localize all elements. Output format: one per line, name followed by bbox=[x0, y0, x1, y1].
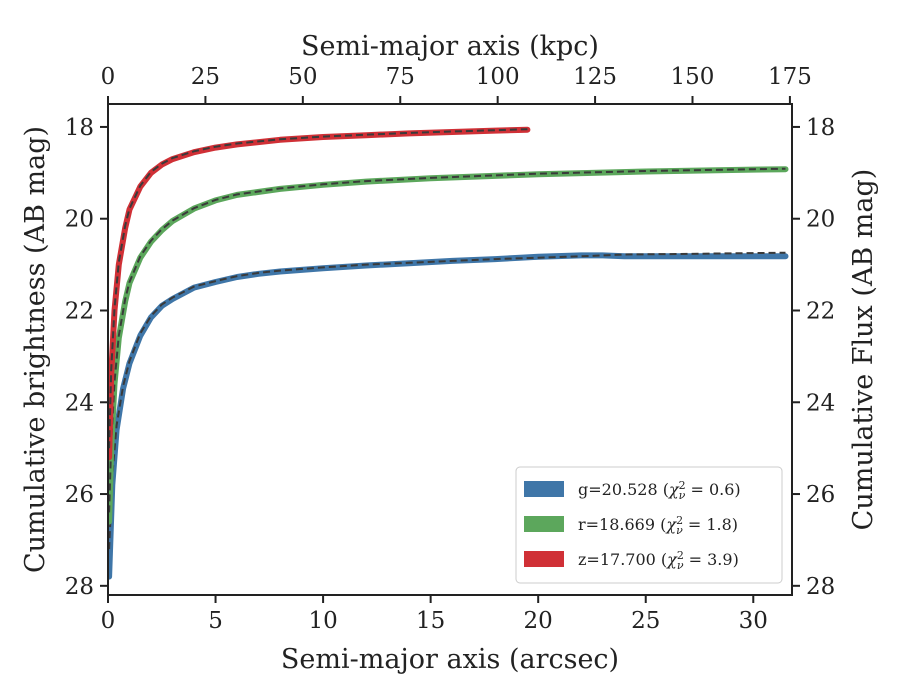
y-axis-right-label: Cumulative Flux (AB mag) bbox=[848, 169, 879, 531]
y-tick-label-left: 26 bbox=[65, 482, 94, 508]
series-g-model-line bbox=[108, 251, 786, 550]
x-tick-label-bottom: 0 bbox=[101, 608, 116, 634]
x-tick-label-top: 100 bbox=[476, 64, 520, 90]
x-axis-bottom-label: Semi-major axis (arcsec) bbox=[281, 644, 619, 675]
legend-box bbox=[515, 466, 783, 584]
legend-swatch-r bbox=[524, 516, 564, 532]
legend-swatch-z bbox=[524, 551, 564, 567]
curves-layer bbox=[108, 126, 789, 580]
x-tick-label-top: 50 bbox=[288, 64, 317, 90]
legend: g=20.528 (χ2 ν = 0.6) r=18.669 (χ2 ν = 1.8)… bbox=[515, 466, 783, 584]
x-tick-label-bottom: 25 bbox=[631, 608, 660, 634]
x-tick-label-bottom: 30 bbox=[739, 608, 768, 634]
x-tick-label-bottom: 15 bbox=[416, 608, 445, 634]
x-tick-label-top: 175 bbox=[768, 64, 812, 90]
x-tick-label-top: 0 bbox=[101, 64, 116, 90]
x-tick-label-top: 75 bbox=[386, 64, 415, 90]
legend-label-z: z=17.700 (χ2 ν = 3.9) bbox=[578, 549, 739, 573]
y-tick-label-right: 26 bbox=[806, 482, 835, 508]
x-tick-label-top: 150 bbox=[671, 64, 715, 90]
y-tick-label-right: 20 bbox=[806, 207, 835, 233]
x-tick-label-top: 25 bbox=[191, 64, 220, 90]
x-axis-top-label: Semi-major axis (kpc) bbox=[301, 31, 599, 62]
x-tick-label-bottom: 10 bbox=[308, 608, 337, 634]
y-tick-label-right: 28 bbox=[806, 574, 835, 600]
ticks-layer: 0 5 10 15 20 25 30 0 25 50 75 100 125 150 175 18 18 20 20 2… bbox=[65, 64, 836, 634]
x-tick-label-top: 125 bbox=[573, 64, 617, 90]
legend-label-g: g=20.528 (χ2 ν = 0.6) bbox=[578, 479, 741, 503]
y-tick-label-left: 24 bbox=[65, 390, 94, 416]
y-tick-label-right: 18 bbox=[806, 115, 835, 141]
y-axis-left-label: Cumulative brightness (AB mag) bbox=[20, 126, 51, 573]
y-tick-label-left: 28 bbox=[65, 574, 94, 600]
y-tick-label-left: 22 bbox=[65, 298, 94, 324]
series-z-model-line bbox=[108, 128, 528, 449]
y-tick-label-right: 22 bbox=[806, 298, 835, 324]
y-tick-label-left: 18 bbox=[65, 115, 94, 141]
legend-label-r: r=18.669 (χ2 ν = 1.8) bbox=[578, 514, 738, 538]
x-tick-label-bottom: 5 bbox=[208, 608, 223, 634]
x-tick-label-bottom: 20 bbox=[524, 608, 553, 634]
legend-swatch-g bbox=[524, 481, 564, 497]
series-r-model-line bbox=[108, 167, 786, 513]
y-tick-label-left: 20 bbox=[65, 207, 94, 233]
y-tick-label-right: 24 bbox=[806, 390, 835, 416]
plot-frame bbox=[107, 103, 793, 596]
